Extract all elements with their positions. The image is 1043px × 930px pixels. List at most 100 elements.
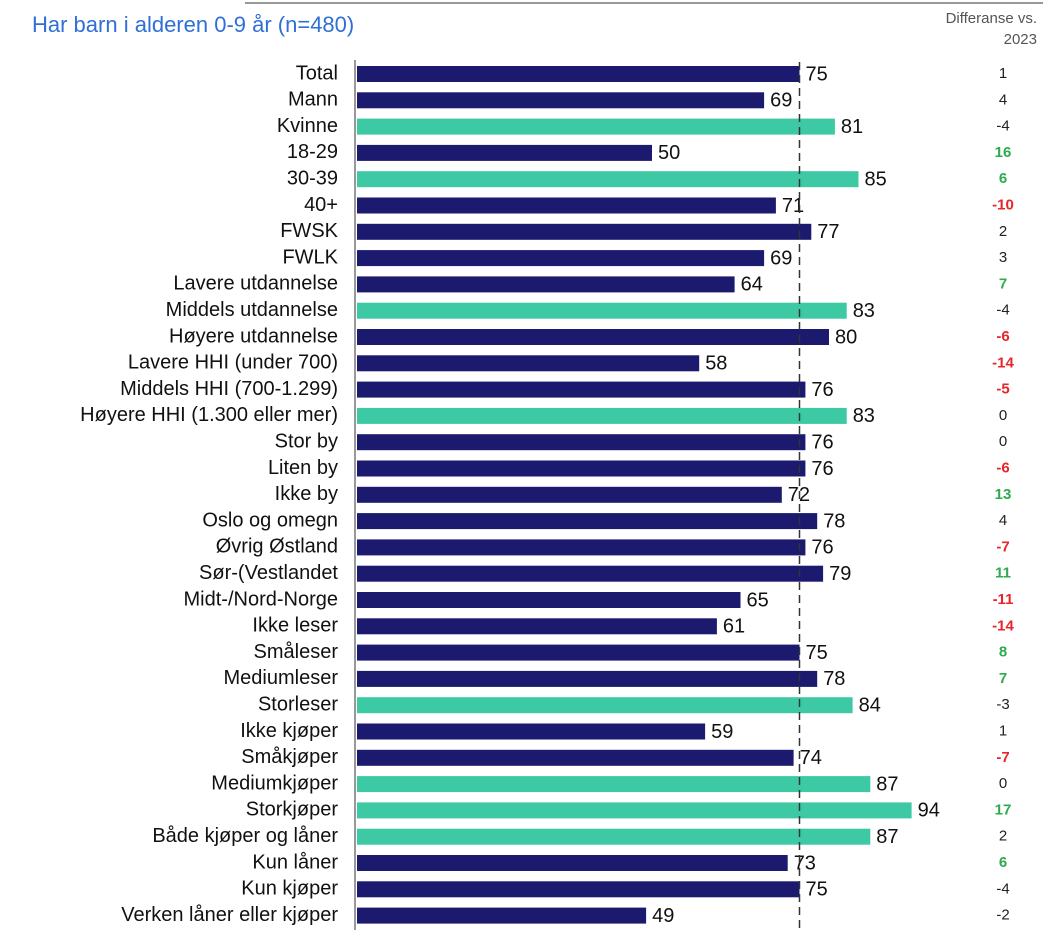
diff-value: 16 <box>995 144 1012 161</box>
bar <box>357 618 717 635</box>
category-label: 30-39 <box>287 167 338 189</box>
diff-value: 1 <box>999 722 1007 739</box>
category-label: Ikke leser <box>252 615 338 637</box>
bar <box>357 644 800 661</box>
category-label: Lavere utdannelse <box>173 273 338 295</box>
diff-value: 2 <box>999 828 1007 845</box>
diff-value: 7 <box>999 670 1007 687</box>
diff-value: 13 <box>995 486 1012 503</box>
category-label: Kvinne <box>277 115 338 137</box>
value-label: 87 <box>876 773 898 795</box>
bar <box>357 329 829 345</box>
value-label: 76 <box>811 537 833 559</box>
value-label: 69 <box>770 247 792 269</box>
bar <box>357 802 912 819</box>
category-label: Verken låner eller kjøper <box>121 904 338 926</box>
chart-title: Har barn i alderen 0-9 år (n=480) <box>32 12 355 37</box>
category-label: Ikke kjøper <box>240 720 338 742</box>
diff-value: 7 <box>999 275 1007 292</box>
value-label: 80 <box>835 326 857 348</box>
diff-value: -10 <box>992 196 1014 213</box>
diff-value: -4 <box>996 118 1009 135</box>
category-label: Lavere HHI (under 700) <box>128 352 338 374</box>
bar <box>357 697 853 714</box>
bar <box>357 828 871 845</box>
diff-value: -2 <box>996 907 1009 924</box>
diff-value: 8 <box>999 644 1007 661</box>
category-label: Mediumkjøper <box>211 772 338 794</box>
category-label: Kun låner <box>252 851 338 873</box>
bar <box>357 749 794 766</box>
category-label: FWSK <box>280 220 338 242</box>
diff-value: 3 <box>999 249 1007 266</box>
value-label: 76 <box>811 379 833 401</box>
diff-value: 4 <box>999 91 1007 108</box>
value-label: 61 <box>723 616 745 638</box>
diff-value: -11 <box>993 591 1014 608</box>
bar <box>357 776 871 793</box>
bar <box>357 302 847 319</box>
diff-value: 2 <box>999 223 1007 240</box>
value-label: 78 <box>823 510 845 532</box>
value-label: 59 <box>711 721 733 743</box>
diff-value: 6 <box>999 170 1007 187</box>
diff-value: -5 <box>996 381 1009 398</box>
category-label: 18-29 <box>287 141 338 163</box>
category-label: Kun kjøper <box>241 878 338 900</box>
diff-value: -6 <box>996 459 1009 476</box>
diff-value: 0 <box>999 775 1007 792</box>
category-label: Ikke by <box>275 483 338 505</box>
diff-value: 4 <box>999 512 1007 529</box>
value-label: 69 <box>770 90 792 112</box>
diff-value: -14 <box>992 617 1014 634</box>
value-label: 94 <box>918 800 940 822</box>
bar <box>357 92 765 109</box>
bar <box>357 723 706 740</box>
bar <box>357 460 806 477</box>
category-label: Midt-/Nord-Norge <box>184 588 338 610</box>
diff-value: 6 <box>999 854 1007 871</box>
category-label: Oslo og omegn <box>202 509 338 531</box>
category-label: Småleser <box>254 641 339 663</box>
bar <box>357 171 859 188</box>
bar <box>357 250 765 267</box>
value-label: 75 <box>806 642 828 664</box>
bar <box>357 881 800 898</box>
diff-value: -4 <box>996 880 1009 897</box>
value-label: 49 <box>652 905 674 927</box>
bar <box>357 223 812 240</box>
value-label: 81 <box>841 116 863 138</box>
diff-value: 1 <box>999 65 1007 82</box>
value-label: 58 <box>705 353 727 375</box>
category-label: FWLK <box>282 246 338 268</box>
value-label: 74 <box>800 747 822 769</box>
diff-value: 0 <box>999 433 1007 450</box>
value-label: 77 <box>817 221 839 243</box>
value-label: 87 <box>876 826 898 848</box>
diff-value: -4 <box>996 302 1009 319</box>
value-label: 85 <box>865 168 887 190</box>
bar <box>357 197 776 214</box>
diff-value: -7 <box>996 538 1009 555</box>
category-label: Både kjøper og låner <box>152 825 338 847</box>
value-label: 73 <box>794 852 816 874</box>
category-label: Liten by <box>268 457 338 479</box>
bar <box>357 539 806 556</box>
bar <box>357 670 818 687</box>
diff-value: -14 <box>992 354 1014 371</box>
value-label: 83 <box>853 405 875 427</box>
diff-value: 0 <box>999 407 1007 424</box>
value-label: 50 <box>658 142 680 164</box>
value-label: 84 <box>859 694 881 716</box>
category-label: Mann <box>288 89 338 111</box>
value-label: 64 <box>741 274 763 296</box>
category-label: Småkjøper <box>241 746 338 768</box>
value-label: 79 <box>829 563 851 585</box>
bar <box>357 592 741 608</box>
category-label: Høyere utdannelse <box>169 325 338 347</box>
value-label: 75 <box>806 879 828 901</box>
bar <box>357 434 806 451</box>
category-label: Øvrig Østland <box>216 536 338 558</box>
category-label: Stor by <box>275 430 338 452</box>
